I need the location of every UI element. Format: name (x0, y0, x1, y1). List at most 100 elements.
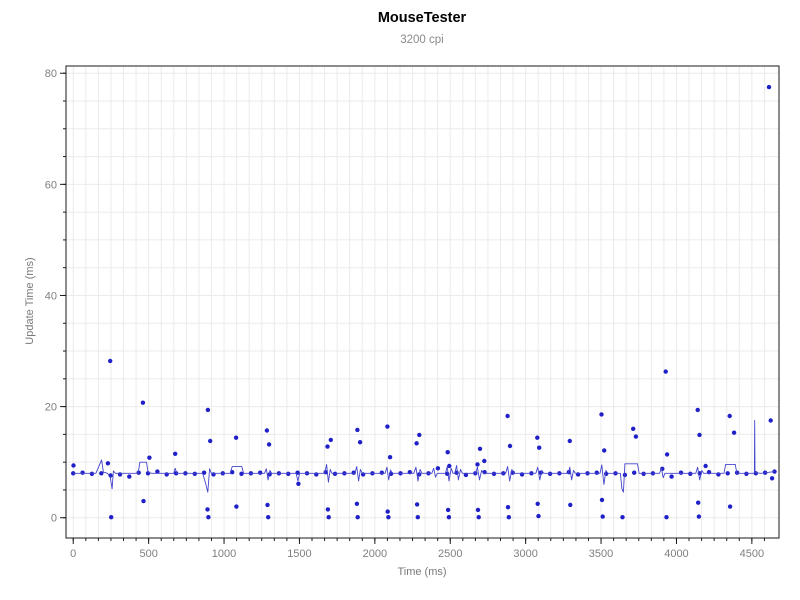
axes: 0 500 1000 1500 2000 2500 3000 3500 4000 4500 0 20 4… (45, 65, 780, 560)
data-point (727, 413, 732, 419)
data-point (136, 470, 141, 475)
data-point (141, 498, 146, 504)
data-point (663, 369, 668, 374)
data-point (239, 471, 244, 476)
data-point (535, 435, 540, 440)
data-point (547, 471, 553, 476)
data-point (696, 500, 701, 505)
data-point (477, 446, 483, 451)
data-point (664, 515, 669, 520)
data-point (155, 469, 160, 474)
data-point (414, 502, 420, 507)
data-point (505, 413, 510, 419)
data-point (206, 515, 211, 520)
data-point (697, 432, 702, 438)
data-point (602, 448, 607, 453)
data-point (286, 471, 291, 476)
data-point (234, 504, 239, 509)
chart-subtitle: 3200 cpi (400, 34, 443, 46)
data-point (604, 471, 609, 476)
x-tick-label: 2000 (363, 548, 387, 560)
data-point (695, 407, 700, 413)
data-point (688, 471, 693, 476)
chart-title: MouseTester (378, 10, 467, 26)
data-point (678, 470, 684, 475)
data-point (536, 513, 541, 519)
x-tick-label: 3500 (589, 548, 613, 560)
x-tick-label: 500 (139, 548, 157, 560)
data-point (355, 427, 360, 433)
x-tick-label: 4000 (664, 548, 688, 560)
x-tick-label: 1500 (287, 548, 311, 560)
data-point (631, 426, 636, 431)
data-point (769, 476, 775, 481)
data-point (192, 471, 197, 476)
data-point (475, 462, 480, 467)
y-tick-label: 60 (45, 179, 57, 191)
data-point (325, 444, 330, 449)
data-point (445, 507, 451, 513)
data-point (445, 450, 450, 455)
plot-border (65, 65, 780, 539)
data-point (387, 455, 393, 460)
data-point (537, 445, 542, 450)
update-time-line (73, 420, 775, 493)
y-tick-label: 40 (45, 290, 57, 302)
data-point (417, 432, 422, 438)
data-point (109, 515, 114, 520)
data-point (147, 455, 152, 460)
y-tick-label: 0 (51, 513, 57, 525)
data-point (127, 474, 132, 479)
data-point (99, 471, 104, 476)
data-point (768, 418, 773, 423)
data-point (620, 515, 625, 520)
data-point (140, 400, 146, 405)
data-point (664, 452, 670, 457)
data-point (772, 469, 777, 474)
data-point (173, 451, 178, 456)
data-point (727, 504, 733, 509)
data-point (351, 470, 356, 475)
data-point (641, 471, 646, 476)
data-point (386, 515, 391, 520)
data-point (328, 437, 333, 443)
data-point (447, 463, 452, 469)
data-point (475, 507, 481, 513)
data-point (599, 412, 604, 417)
data-point (108, 358, 113, 364)
data-point (379, 470, 384, 475)
data-point (568, 502, 573, 508)
data-point (567, 438, 572, 444)
data-point (205, 507, 210, 512)
data-point (258, 470, 263, 475)
data-point (355, 515, 360, 520)
data-series (71, 84, 777, 520)
data-point (463, 472, 469, 478)
x-axis-title: Time (ms) (397, 566, 446, 578)
data-point (505, 505, 511, 510)
data-point (332, 471, 338, 476)
data-point (326, 515, 331, 520)
x-tick-label: 1000 (212, 548, 236, 560)
data-point (507, 443, 513, 449)
data-point (80, 470, 85, 475)
data-point (491, 471, 497, 476)
data-point (105, 461, 111, 466)
data-point (325, 507, 331, 512)
data-point (264, 428, 270, 433)
y-axis-title: Update Time (ms) (24, 257, 36, 344)
data-point (731, 430, 737, 435)
data-point (266, 442, 272, 447)
data-point (296, 481, 301, 486)
data-point (89, 471, 95, 476)
data-point (506, 515, 511, 520)
data-point (696, 514, 702, 519)
data-point (669, 474, 674, 479)
data-point (357, 440, 363, 445)
data-point (385, 424, 390, 429)
data-point (633, 434, 639, 439)
x-tick-label: 4500 (740, 548, 764, 560)
data-point (632, 470, 637, 475)
data-point (435, 466, 441, 471)
